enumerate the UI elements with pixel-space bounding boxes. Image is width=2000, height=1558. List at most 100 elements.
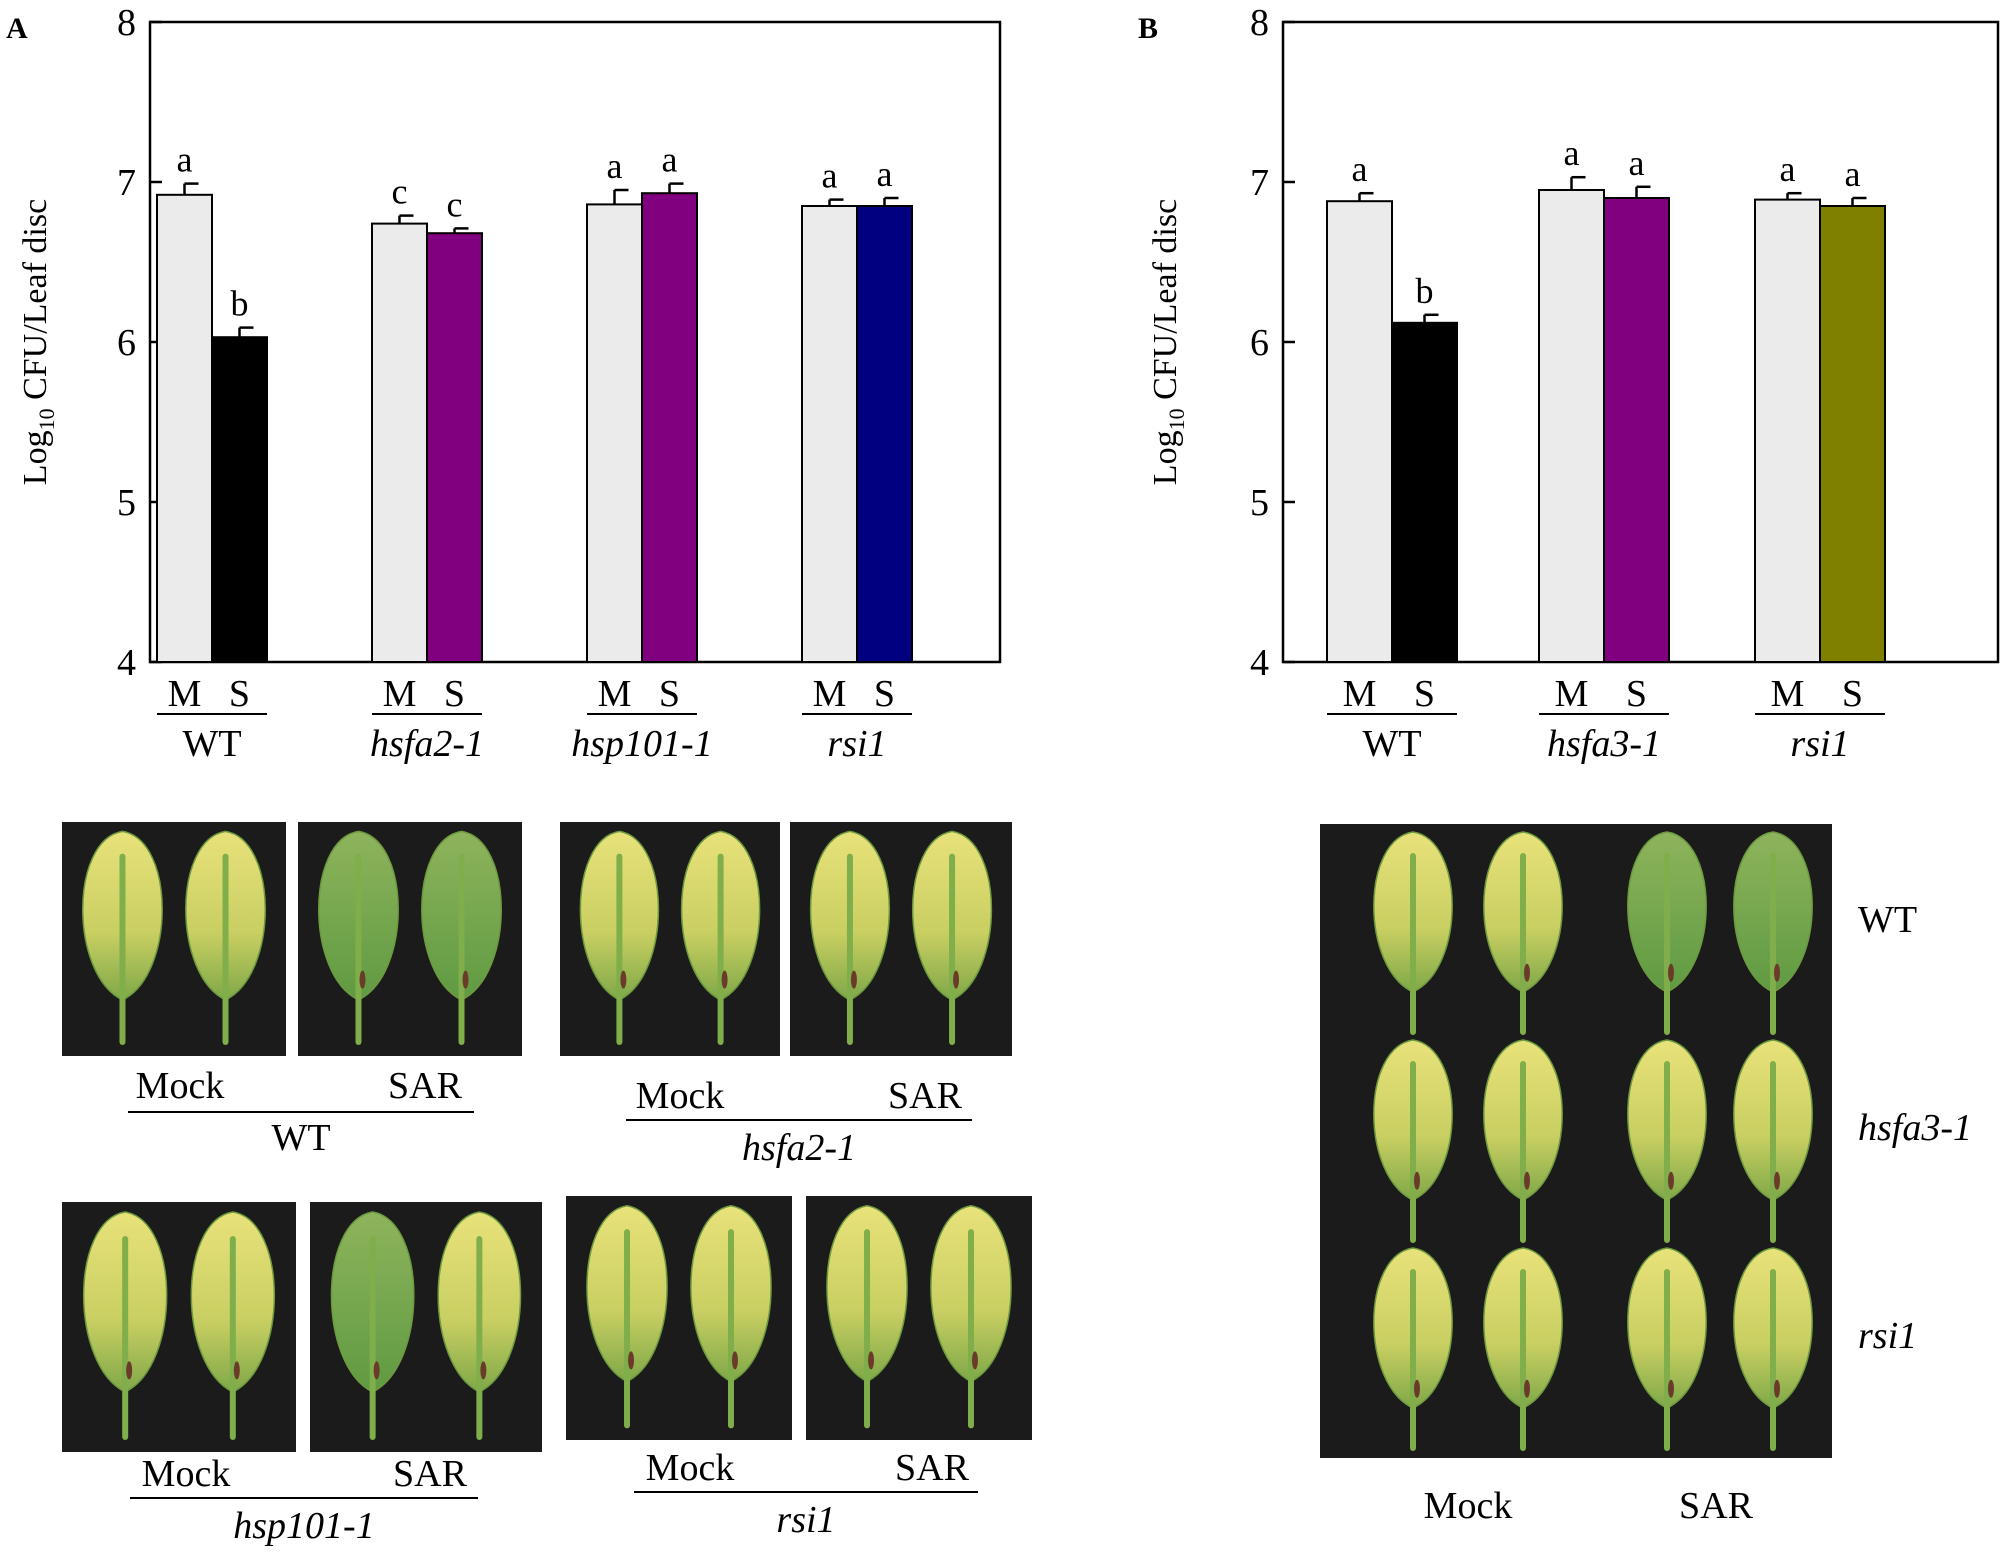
significance-label: b: [1416, 271, 1434, 311]
photo-label-sar: SAR: [393, 1453, 468, 1495]
bar-label: M: [383, 673, 417, 715]
bar-rsi1-M: [1754, 198, 1821, 663]
significance-label: a: [1780, 149, 1796, 189]
lesion-spot: [1414, 1171, 1420, 1190]
group-label: hsfa2-1: [370, 723, 484, 765]
significance-label: a: [1564, 133, 1580, 173]
group-label: hsp101-1: [571, 723, 712, 765]
photo-row-genotype-label: WT: [1858, 899, 1917, 941]
lesion-spot: [731, 1351, 738, 1370]
leaf-photo-pane: [566, 1196, 792, 1440]
photo-genotype-label: hsp101-1: [233, 1505, 374, 1547]
significance-label: a: [662, 140, 678, 180]
bar-hsp101-1-M: [586, 203, 643, 663]
significance-label: a: [607, 146, 623, 186]
bar-label: M: [1555, 673, 1589, 715]
lesion-spot: [1774, 1379, 1780, 1398]
photo-genotype-label: hsfa2-1: [742, 1127, 856, 1169]
y-tick-label: 4: [1250, 642, 1269, 684]
lesion-spot: [1668, 1379, 1674, 1398]
bar-label: M: [813, 673, 847, 715]
bar-label: S: [1842, 673, 1863, 715]
lesion-spot: [233, 1361, 240, 1380]
lesion-spot: [1668, 963, 1674, 982]
y-tick-label: 5: [1250, 482, 1269, 524]
bar-label: S: [1414, 673, 1435, 715]
photo-label-sar: SAR: [1679, 1485, 1754, 1527]
leaf-photo-pane: [62, 822, 286, 1056]
bar-rsi1-S: [856, 205, 913, 663]
significance-label: a: [1352, 149, 1368, 189]
bar-rsi1-S: [1819, 205, 1886, 663]
panel-a-letter: A: [6, 12, 28, 45]
photo-label-mock: Mock: [636, 1075, 725, 1117]
lesion-spot: [462, 970, 469, 989]
panel-b-photo: [1320, 824, 1832, 1458]
significance-label: a: [1845, 154, 1861, 194]
y-tick-label: 6: [1250, 322, 1269, 364]
lesion-spot: [620, 970, 627, 989]
photo-label-sar: SAR: [888, 1075, 963, 1117]
group-label: WT: [182, 723, 241, 765]
lesion-spot: [373, 1361, 380, 1380]
lesion-spot: [1774, 1171, 1780, 1190]
bar-label: M: [1343, 673, 1377, 715]
significance-label: a: [877, 154, 893, 194]
y-tick-label: 7: [117, 162, 136, 204]
lesion-spot: [1524, 1379, 1530, 1398]
photo-label-mock: Mock: [646, 1447, 735, 1489]
bar-label: M: [168, 673, 202, 715]
group-label: WT: [1362, 723, 1421, 765]
photo-row-genotype-label: hsfa3-1: [1858, 1107, 1972, 1149]
bar-hsp101-1-S: [641, 192, 698, 663]
bar-WT-S: [211, 336, 268, 663]
leaf-photo-pane: [310, 1202, 542, 1452]
group-label: hsfa3-1: [1547, 723, 1661, 765]
lesion-spot: [721, 970, 728, 989]
significance-label: c: [447, 184, 463, 224]
lesion-spot: [1774, 963, 1780, 982]
y-tick-label: 8: [1250, 2, 1269, 44]
chart-a: Log10 CFU/Leaf disc 4 5 6 7 8 a Mb S WT c Mc Shsfa2…: [17, 2, 1002, 765]
bar-hsfa3-1-M: [1538, 189, 1605, 663]
photo-label-mock: Mock: [1424, 1485, 1513, 1527]
group-label: rsi1: [827, 723, 886, 765]
lesion-spot: [359, 970, 366, 989]
chart-a-ylabel: Log10 CFU/Leaf disc: [17, 199, 59, 485]
y-tick-label: 4: [117, 642, 136, 684]
bar-label: M: [1771, 673, 1805, 715]
lesion-spot: [850, 970, 857, 989]
chart-b-ylabel: Log10 CFU/Leaf disc: [1147, 199, 1189, 485]
photo-genotype-label: WT: [271, 1117, 330, 1159]
leaf-photo-pane: [62, 1202, 296, 1452]
significance-label: a: [1629, 143, 1645, 183]
lesion-spot: [971, 1351, 978, 1370]
bar-label: S: [1626, 673, 1647, 715]
bar-label: S: [659, 673, 680, 715]
bar-label: S: [229, 673, 250, 715]
panel-b-letter: B: [1138, 12, 1158, 45]
photo-genotype-label: rsi1: [776, 1499, 835, 1541]
y-tick-label: 7: [1250, 162, 1269, 204]
bar-WT-M: [1326, 200, 1393, 663]
lesion-spot: [480, 1361, 487, 1380]
chart-b: Log10 CFU/Leaf disc 4 5 6 7 8 a Mb S WT a Ma Shsfa3…: [1147, 2, 2000, 765]
lesion-spot: [1414, 1379, 1420, 1398]
bar-WT-S: [1391, 321, 1458, 663]
lesion-spot: [126, 1361, 133, 1380]
leaf-photo-pane: [790, 822, 1012, 1056]
leaf-photo-pane: [298, 822, 522, 1056]
leaf-photo-pane: [806, 1196, 1032, 1440]
significance-label: a: [822, 156, 838, 196]
lesion-spot: [628, 1351, 635, 1370]
y-tick-label: 6: [117, 322, 136, 364]
group-label: rsi1: [1790, 723, 1849, 765]
photo-row-genotype-label: rsi1: [1858, 1315, 1917, 1357]
lesion-spot: [1524, 1171, 1530, 1190]
bar-label: S: [444, 673, 465, 715]
leaf-photo-pane: [560, 822, 780, 1056]
bar-hsfa2-1-M: [371, 222, 428, 663]
significance-label: c: [392, 172, 408, 212]
